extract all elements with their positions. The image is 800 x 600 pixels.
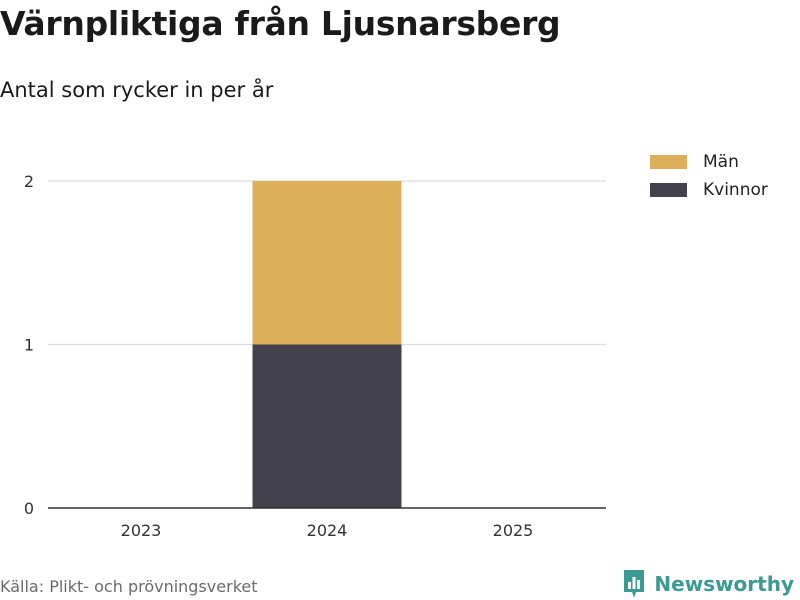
legend-swatch-kvinnor [650,183,687,197]
legend-item-kvinnor: Kvinnor [650,176,768,204]
x-tick-label: 2025 [493,521,534,540]
x-tick-label: 2023 [121,521,162,540]
stacked-bar-chart: 0 1 2 2023 2024 2025 [24,172,606,540]
chart-subtitle: Antal som rycker in per år [0,78,274,102]
chart-title: Värnpliktiga från Ljusnarsberg [0,4,561,43]
legend-swatch-man [650,155,687,169]
x-tick-label: 2024 [307,521,348,540]
brand-logo[interactable]: Newsworthy [622,568,794,600]
bar-chart-logo-icon [624,570,645,598]
legend-label-kvinnor: Kvinnor [703,180,768,200]
y-tick-label: 0 [24,499,34,518]
legend: Män Kvinnor [650,148,768,204]
legend-label-man: Män [703,152,739,172]
source-note: Källa: Plikt- och prövningsverket [0,577,258,596]
y-tick-label: 1 [24,336,34,355]
y-tick-label: 2 [24,172,34,191]
legend-item-man: Män [650,148,768,176]
brand-name: Newsworthy [654,572,794,596]
bar-män-2024 [252,181,402,345]
bar-kvinnor-2024 [252,344,402,508]
